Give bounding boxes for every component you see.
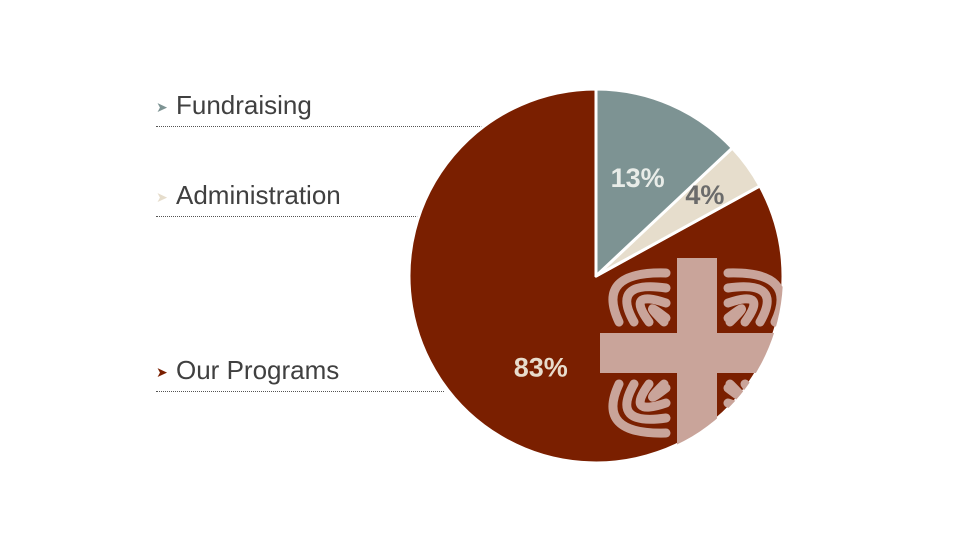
caritas-cross-logo [600, 258, 783, 458]
slice-value-label: 13% [611, 163, 665, 193]
flame-ray [608, 268, 671, 327]
chevron-right-icon: ➤ [156, 99, 168, 115]
flame-ray [723, 268, 783, 327]
flame-ray [622, 379, 671, 424]
legend-item-programs: ➤ Our Programs [156, 353, 486, 393]
flame-ray [723, 282, 772, 327]
flame-ray [723, 294, 759, 327]
slice-value-label: 83% [514, 353, 568, 383]
legend-item-administration: ➤ Administration [156, 178, 486, 218]
chevron-right-icon: ➤ [156, 189, 168, 205]
cross-horizontal-bar [600, 333, 783, 373]
slice-labels: 83% 4% 13% [514, 163, 725, 383]
flame-ray [723, 304, 746, 327]
flame-ray [635, 294, 671, 327]
flame-ray [648, 304, 671, 327]
leader-line-programs [156, 391, 444, 392]
legend-label-programs: Our Programs [176, 355, 340, 385]
leader-line-fundraising [156, 126, 482, 127]
slice-value-label: 4% [685, 180, 724, 210]
legend-label-administration: Administration [176, 180, 341, 210]
flame-ray [635, 379, 671, 412]
legend-label-fundraising: Fundraising [176, 90, 312, 120]
flame-ray [648, 379, 671, 402]
pie-slice-fundraising [594, 87, 734, 278]
legend-item-fundraising: ➤ Fundraising [156, 88, 486, 128]
leader-line-administration [156, 216, 418, 217]
flame-ray [622, 282, 671, 327]
chevron-right-icon: ➤ [156, 364, 168, 380]
flame-ray [608, 379, 671, 438]
